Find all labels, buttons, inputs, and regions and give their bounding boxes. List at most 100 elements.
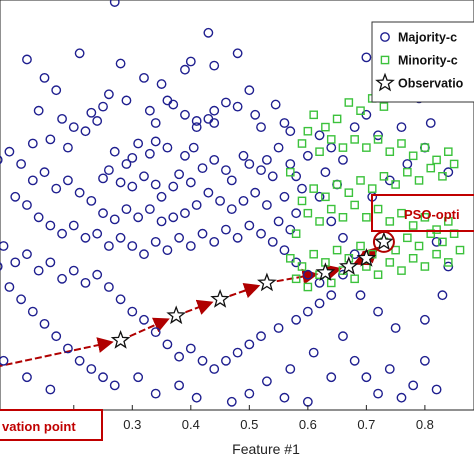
minority-point — [455, 245, 465, 255]
majority-point — [226, 396, 237, 407]
legend-label: Observatio — [398, 77, 464, 91]
minority-point — [408, 151, 418, 161]
minority-point — [356, 106, 365, 115]
minority-point — [449, 159, 459, 169]
legend-label: Majority-c — [398, 31, 457, 45]
majority-point — [74, 355, 85, 366]
majority-point — [203, 114, 214, 124]
minority-point — [391, 180, 400, 189]
majority-point — [156, 216, 167, 227]
majority-point — [144, 105, 155, 116]
minority-point — [291, 274, 301, 284]
majority-point — [39, 73, 50, 83]
path-arrow — [324, 264, 343, 281]
majority-point — [144, 204, 155, 215]
minority-point — [291, 229, 301, 239]
majority-point — [361, 52, 372, 63]
minority-point — [285, 253, 295, 263]
majority-point — [273, 142, 284, 153]
majority-point — [408, 380, 419, 391]
majority-point — [4, 282, 15, 292]
minority-point — [362, 262, 371, 271]
majority-point — [209, 364, 220, 374]
majority-point — [373, 306, 383, 317]
path-arrow — [185, 299, 214, 315]
majority-point — [226, 204, 237, 215]
majority-point — [33, 212, 44, 223]
majority-point — [174, 169, 185, 180]
majority-point — [209, 154, 220, 165]
majority-point — [121, 159, 132, 169]
legend-label: Minority-c — [398, 54, 458, 68]
majority-point — [191, 116, 202, 126]
majority-point — [27, 138, 38, 149]
majority-point — [180, 64, 190, 75]
majority-point — [22, 200, 32, 210]
majority-point — [103, 241, 114, 251]
majority-point — [92, 116, 103, 126]
observation-point — [110, 329, 131, 349]
majority-point — [139, 171, 149, 182]
majority-point — [103, 165, 114, 176]
minority-point — [373, 270, 383, 280]
majority-point — [51, 183, 62, 194]
majority-point — [261, 376, 272, 387]
minority-point — [443, 147, 453, 157]
majority-point — [98, 372, 108, 383]
observation-annotation-box — [0, 409, 103, 441]
majority-point — [338, 331, 348, 342]
majority-point — [180, 109, 190, 120]
majority-point — [86, 195, 97, 206]
majority-point — [349, 355, 360, 366]
majority-point — [139, 314, 149, 325]
minority-point — [432, 249, 441, 259]
majority-point — [302, 306, 313, 317]
minority-point — [385, 258, 395, 267]
minority-point — [379, 171, 389, 181]
majority-point — [115, 294, 126, 305]
majority-point — [115, 58, 126, 69]
majority-point — [86, 107, 97, 118]
observation-point — [315, 262, 336, 281]
majority-point — [431, 236, 442, 247]
minority-point — [356, 241, 365, 251]
majority-point — [174, 232, 185, 243]
majority-point — [180, 208, 190, 219]
majority-point — [185, 241, 196, 251]
majority-point — [425, 118, 436, 128]
majority-point — [285, 126, 296, 137]
majority-point — [279, 118, 290, 128]
majority-point — [279, 245, 290, 256]
minority-point — [285, 167, 295, 177]
majority-point — [45, 134, 56, 145]
observation-point — [338, 256, 359, 275]
majority-point — [0, 155, 3, 165]
minority-point — [362, 143, 371, 152]
minority-point — [367, 184, 377, 193]
majority-point — [98, 173, 108, 184]
majority-point — [261, 200, 272, 210]
majority-point — [250, 187, 261, 198]
majority-point — [209, 105, 220, 116]
minority-point — [350, 200, 359, 210]
majority-point — [22, 54, 32, 65]
x-tick-label: 0.7 — [357, 417, 375, 432]
majority-point — [273, 216, 284, 227]
minority-point — [309, 110, 319, 120]
majority-point — [51, 85, 62, 96]
minority-point — [326, 204, 336, 214]
minority-point — [385, 147, 395, 157]
majority-point — [162, 339, 173, 350]
majority-point — [244, 85, 255, 96]
majority-point — [302, 269, 313, 280]
majority-point — [92, 269, 103, 280]
majority-point — [74, 187, 85, 198]
majority-point — [419, 355, 430, 366]
majority-point — [285, 364, 296, 374]
minority-point — [297, 196, 307, 206]
majority-point — [127, 241, 138, 251]
majority-point — [384, 364, 395, 374]
majority-point — [162, 245, 173, 256]
majority-point — [109, 146, 120, 157]
majority-point — [121, 95, 132, 106]
